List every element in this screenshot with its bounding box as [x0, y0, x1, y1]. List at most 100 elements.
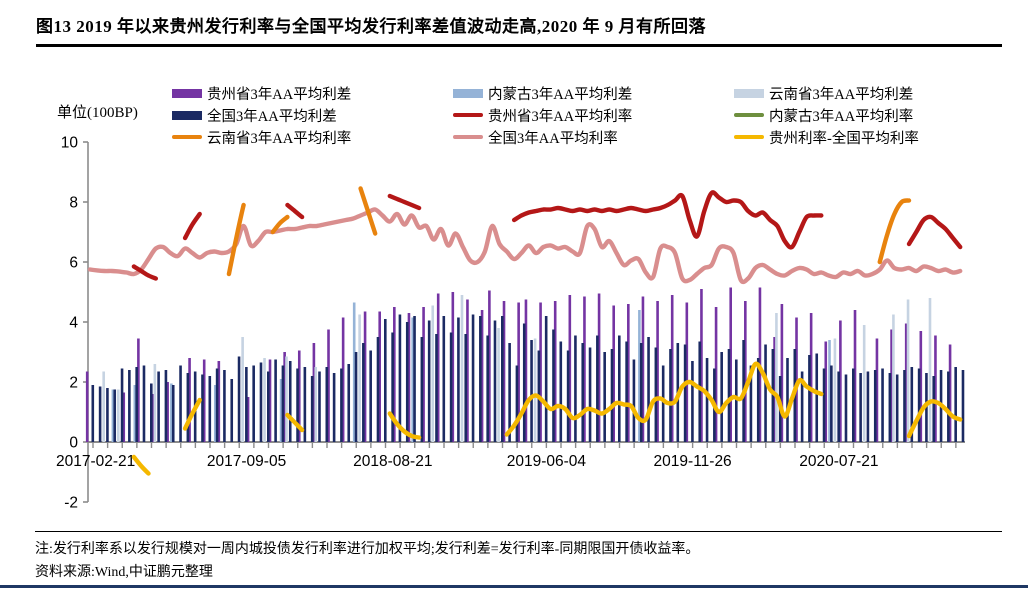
line-segment [285, 202, 305, 220]
line-segment [182, 211, 202, 241]
bar [179, 365, 182, 442]
bar [515, 365, 519, 442]
bar [479, 316, 482, 442]
bar [588, 347, 592, 442]
bar [497, 328, 500, 442]
x-tick-label: 2017-02-21 [56, 453, 135, 470]
bar [691, 361, 694, 442]
bar [932, 376, 936, 442]
bar [405, 322, 409, 442]
bar [142, 365, 146, 442]
title-rule [36, 44, 1002, 47]
legend-label: 内蒙古3年AA平均利率 [769, 108, 914, 125]
y-tick-label: 8 [69, 195, 78, 212]
bar [358, 314, 361, 442]
line-segment [87, 207, 963, 285]
bar [862, 325, 866, 442]
bar [449, 332, 453, 442]
bar [890, 329, 893, 442]
bar [435, 334, 438, 442]
bar [873, 370, 877, 442]
bar [327, 329, 330, 442]
x-tick-label: 2020-07-21 [799, 453, 878, 470]
bars-yunnan_spread [102, 295, 932, 442]
bar [919, 331, 923, 442]
legend-label: 云南省3年AA平均利差 [769, 86, 914, 103]
bar [213, 385, 217, 442]
bar [279, 379, 283, 442]
bar [466, 299, 469, 442]
bar [852, 368, 855, 442]
x-tick-label: 2017-09-05 [207, 453, 286, 470]
line-national_rate [87, 207, 963, 285]
bar [627, 304, 630, 442]
bar [705, 358, 709, 442]
legend-swatch-guizhou_rate [453, 112, 483, 118]
bar [451, 292, 455, 442]
legend-label: 内蒙古3年AA平均利差 [488, 86, 633, 103]
bar [524, 299, 528, 442]
legend-swatch-neimenggu_rate [734, 112, 764, 118]
figure-title: 图13 2019 年以来贵州发行利率与全国平均发行利率差值波动走高,2020 年… [36, 17, 706, 36]
bar [153, 364, 157, 442]
bar [411, 317, 414, 442]
bar [581, 343, 585, 442]
bar [157, 371, 160, 442]
bar [354, 352, 358, 442]
bar [698, 341, 702, 442]
bar [669, 349, 672, 442]
legend-label: 贵州省3年AA平均利率 [488, 108, 633, 125]
bar [166, 382, 169, 442]
bar [647, 337, 650, 442]
bar [393, 307, 396, 442]
line-segment [906, 399, 963, 439]
bar [853, 310, 857, 442]
bar [122, 392, 126, 442]
bar [281, 365, 285, 442]
bar [948, 344, 952, 442]
chart-canvas: 10 8 6 4 2 0 -2 2017-02-21 2017-09-05 2018-08-21 2… [56, 135, 965, 512]
bar [786, 358, 789, 442]
legend-swatch-yunnan_spread [734, 88, 764, 98]
bar [245, 367, 248, 442]
bar [780, 304, 784, 442]
bar [824, 341, 828, 442]
bar [517, 302, 520, 442]
bar [332, 373, 336, 442]
bar [285, 356, 288, 442]
bar [744, 301, 747, 442]
legend-item-yunnan_rate: 云南省3年AA平均利率 [172, 127, 453, 148]
bar [764, 344, 767, 442]
bar [427, 320, 431, 442]
bar [685, 302, 689, 442]
notes-divider [35, 531, 1002, 532]
y-tick-label: 2 [69, 375, 78, 392]
bar [217, 361, 221, 442]
bar [844, 374, 848, 442]
legend-swatch-neimenggu_spread [453, 88, 483, 98]
bar [530, 340, 533, 442]
bar [656, 301, 659, 442]
bar [471, 314, 475, 442]
bar [934, 335, 937, 442]
x-tick-label: 2018-08-21 [353, 453, 432, 470]
bar [833, 338, 837, 442]
bar [904, 323, 908, 442]
legend-swatch-diff [734, 134, 764, 140]
line-segment [131, 264, 158, 281]
bar [612, 305, 615, 442]
bar [223, 370, 226, 442]
bar [274, 359, 277, 442]
bar [464, 334, 468, 442]
bar [407, 313, 411, 442]
bar [341, 317, 345, 442]
legend-item-guizhou_rate: 贵州省3年AA平均利率 [453, 105, 734, 126]
bar [111, 389, 115, 442]
bar [714, 307, 718, 442]
bar [363, 311, 367, 442]
bar [773, 337, 776, 442]
y-tick-label: 0 [69, 435, 78, 452]
bar [809, 313, 813, 442]
bar [431, 305, 435, 442]
y-tick-label: 6 [69, 255, 78, 272]
